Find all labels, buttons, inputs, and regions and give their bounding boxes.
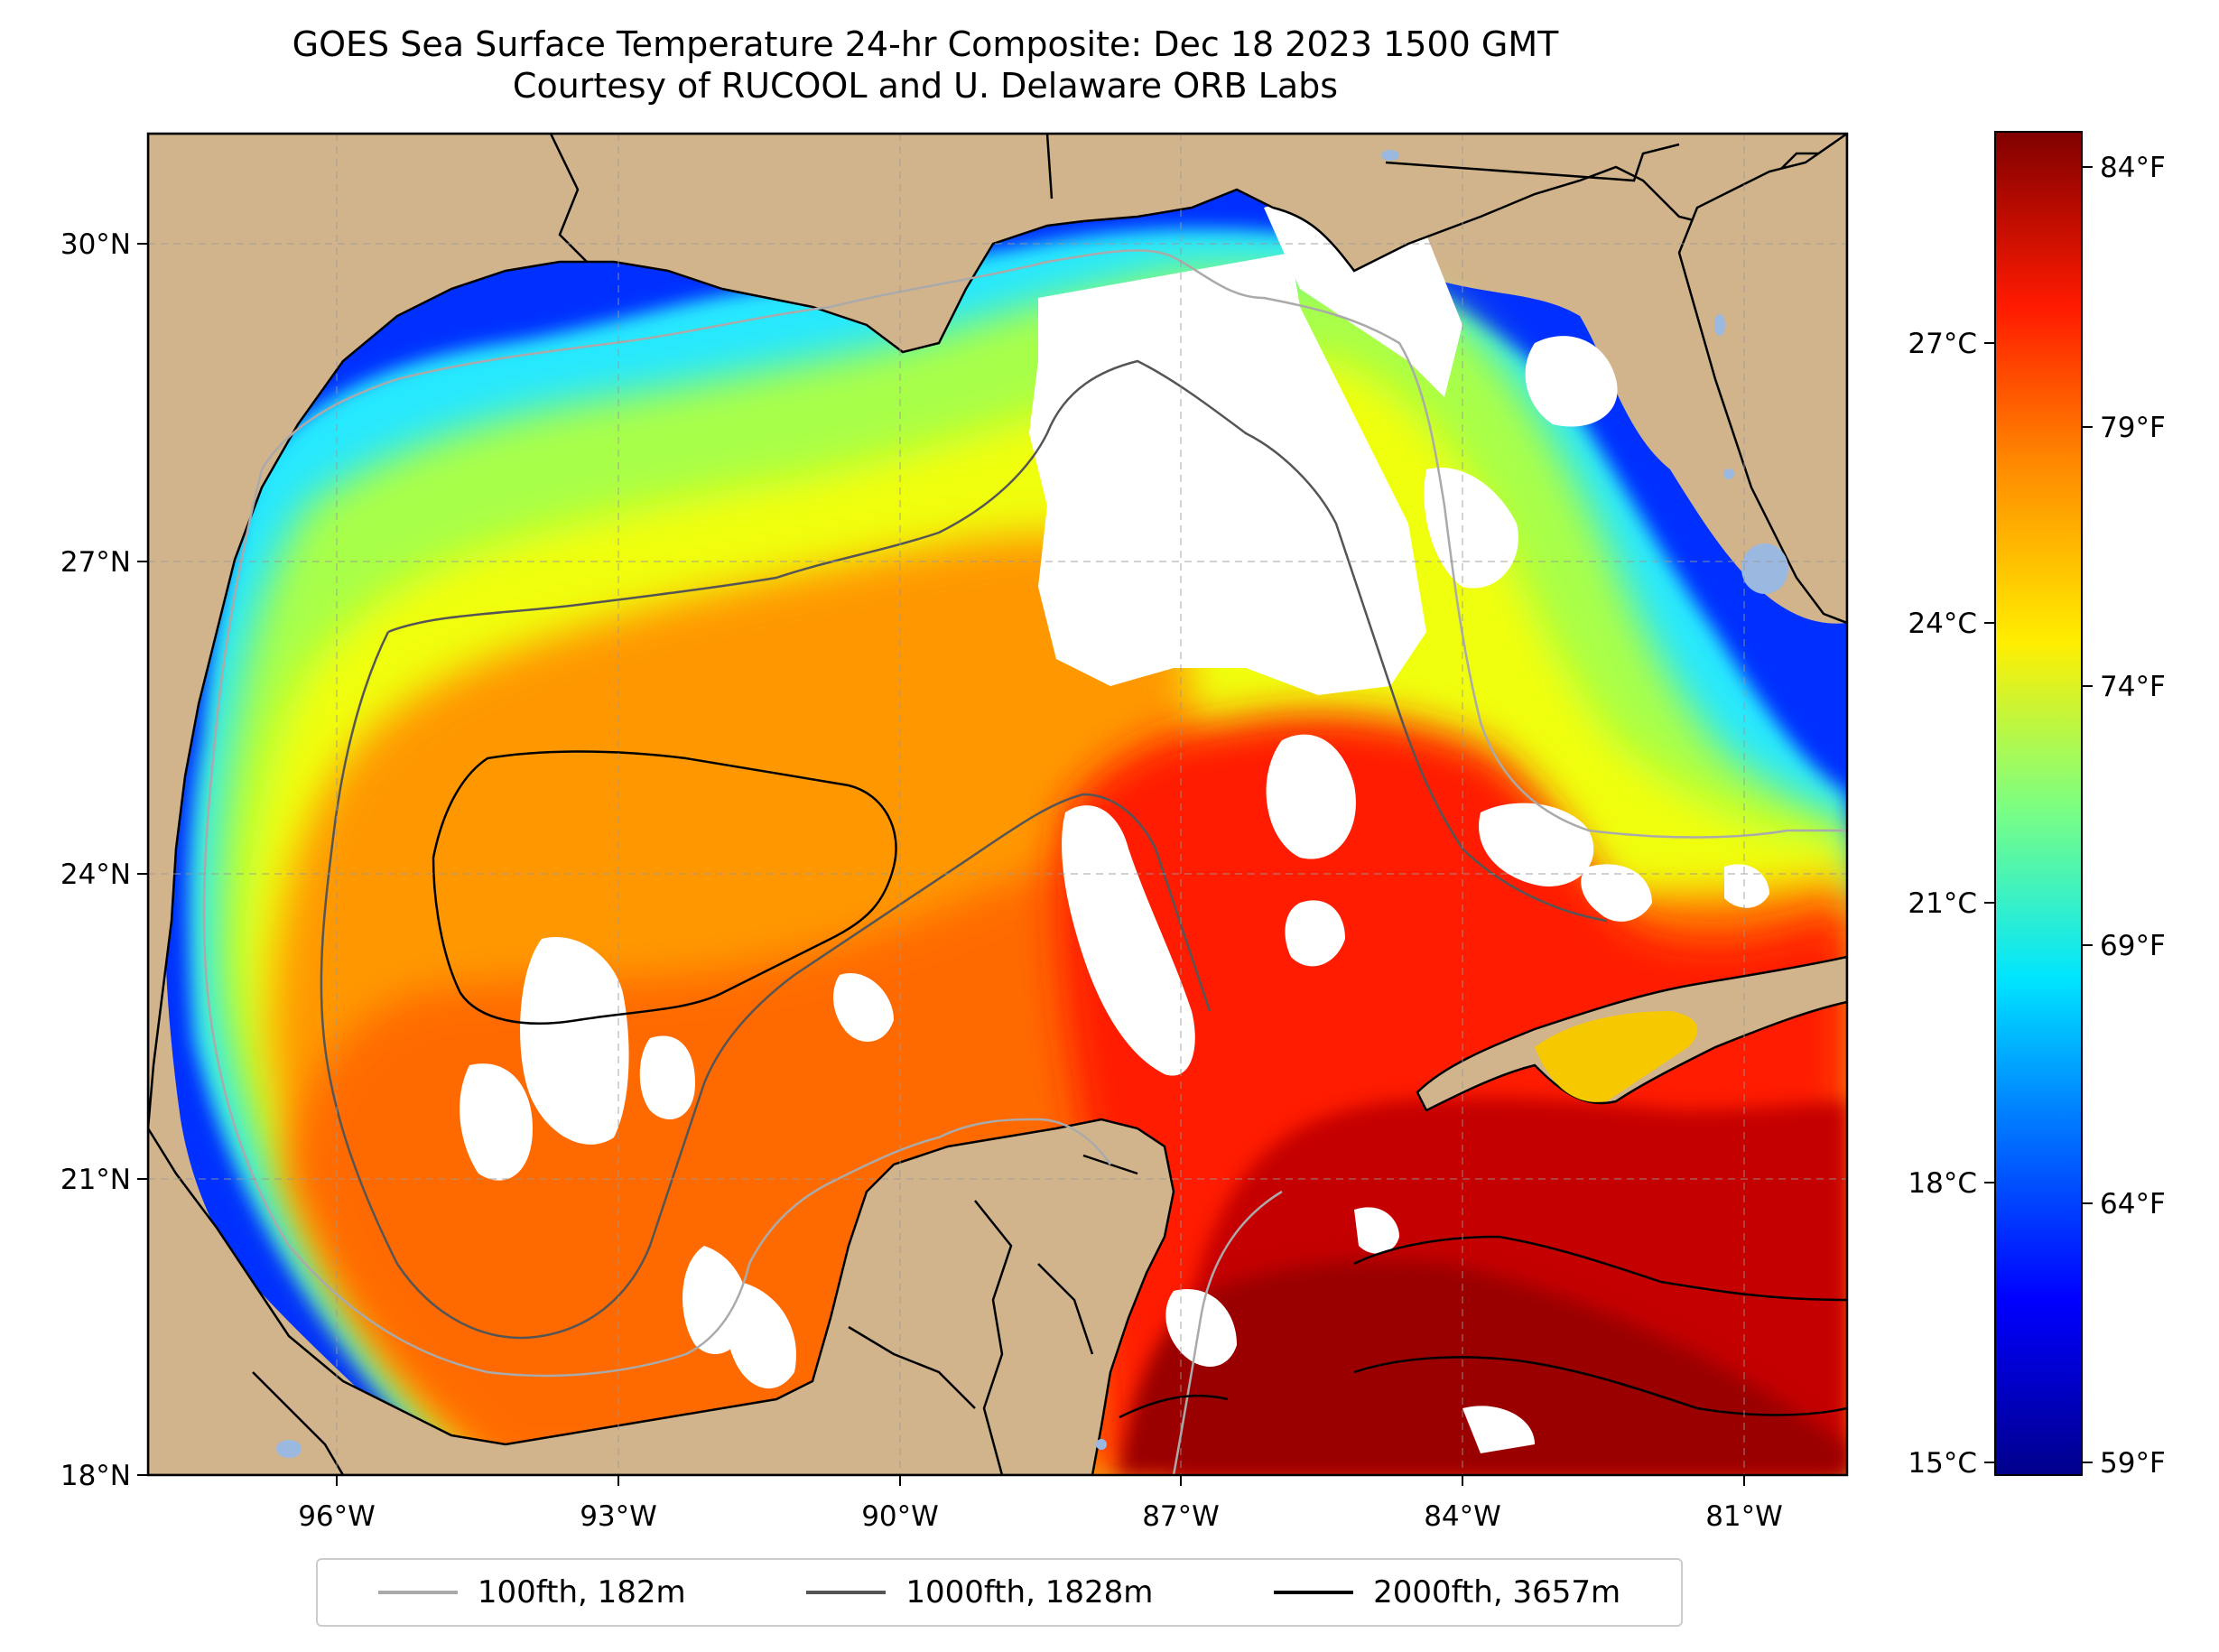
lat-label-18: 18°N <box>60 1460 131 1492</box>
sst-deepest-red <box>1119 1260 1847 1475</box>
lat-label-24: 24°N <box>60 858 131 891</box>
political-boundaries <box>252 134 1680 1475</box>
lat-label-21: 21°N <box>60 1164 131 1196</box>
title-line-2: Courtesy of RUCOOL and U. Delaware ORB L… <box>512 66 1339 106</box>
bathymetry-100fth <box>202 249 1847 1475</box>
mexico-west-coast <box>148 1118 1175 1475</box>
lat-label-27: 27°N <box>60 546 131 579</box>
colorbar-f-ticks <box>2082 166 2093 1463</box>
bathymetry-2000fth <box>432 750 1847 1419</box>
gridlines <box>148 134 1847 1475</box>
map-title: GOES Sea Surface Temperature 24-hr Compo… <box>0 23 1851 107</box>
legend-item-100fth: 100fth, 182m <box>377 1574 686 1610</box>
north-coast <box>148 134 1847 1129</box>
legend-item-2000fth: 2000fth, 3657m <box>1274 1574 1620 1610</box>
lon-label-87: 87°W <box>1142 1500 1220 1533</box>
bathymetry-1000fth <box>320 359 1608 1340</box>
colorbar-f-label-79: 79°F <box>2100 412 2166 444</box>
lon-label-93: 93°W <box>580 1500 657 1533</box>
lat-tick-marks <box>137 243 148 1476</box>
legend-label-100fth: 100fth, 182m <box>477 1574 686 1610</box>
colorbar-f-label-84: 84°F <box>2100 152 2166 184</box>
legend-item-1000fth: 1000fth, 1828m <box>806 1574 1153 1610</box>
legend-label-1000fth: 1000fth, 1828m <box>905 1574 1154 1610</box>
cuba-warm-lake <box>1535 1011 1698 1102</box>
colorbar-c-label-18: 18°C <box>1908 1167 1977 1200</box>
colorbar-f-label-59: 59°F <box>2100 1447 2166 1480</box>
map-frame <box>146 132 1849 1477</box>
map-panel <box>148 134 1847 1475</box>
colorbar-c-ticks <box>1984 342 1995 1463</box>
legend-swatch-2000fth <box>1274 1591 1354 1594</box>
colorbar-c-label-21: 21°C <box>1908 887 1977 920</box>
lon-label-84: 84°W <box>1424 1500 1501 1533</box>
contour-legend: 100fth, 182m 1000fth, 1828m 2000fth, 365… <box>316 1558 1683 1627</box>
colorbar <box>1994 131 2083 1476</box>
colorbar-c-label-27: 27°C <box>1908 328 1977 360</box>
lon-tick-marks <box>336 1475 1745 1486</box>
colorbar-f-label-74: 74°F <box>2100 671 2166 703</box>
lat-label-30: 30°N <box>60 228 131 261</box>
colorbar-f-label-64: 64°F <box>2100 1188 2166 1220</box>
colorbar-c-label-15: 15°C <box>1908 1447 1977 1480</box>
lon-label-90: 90°W <box>861 1500 939 1533</box>
lon-label-96: 96°W <box>298 1500 376 1533</box>
colorbar-f-label-69: 69°F <box>2100 930 2166 962</box>
legend-swatch-100fth <box>377 1591 458 1594</box>
florida-peninsula <box>1677 134 1847 625</box>
inland-lakes <box>276 150 1788 1458</box>
lon-label-81: 81°W <box>1705 1500 1783 1533</box>
legend-label-2000fth: 2000fth, 3657m <box>1373 1574 1621 1610</box>
colorbar-c-label-24: 24°C <box>1908 608 1977 640</box>
legend-swatch-1000fth <box>806 1591 887 1594</box>
title-line-1: GOES Sea Surface Temperature 24-hr Compo… <box>292 24 1559 64</box>
